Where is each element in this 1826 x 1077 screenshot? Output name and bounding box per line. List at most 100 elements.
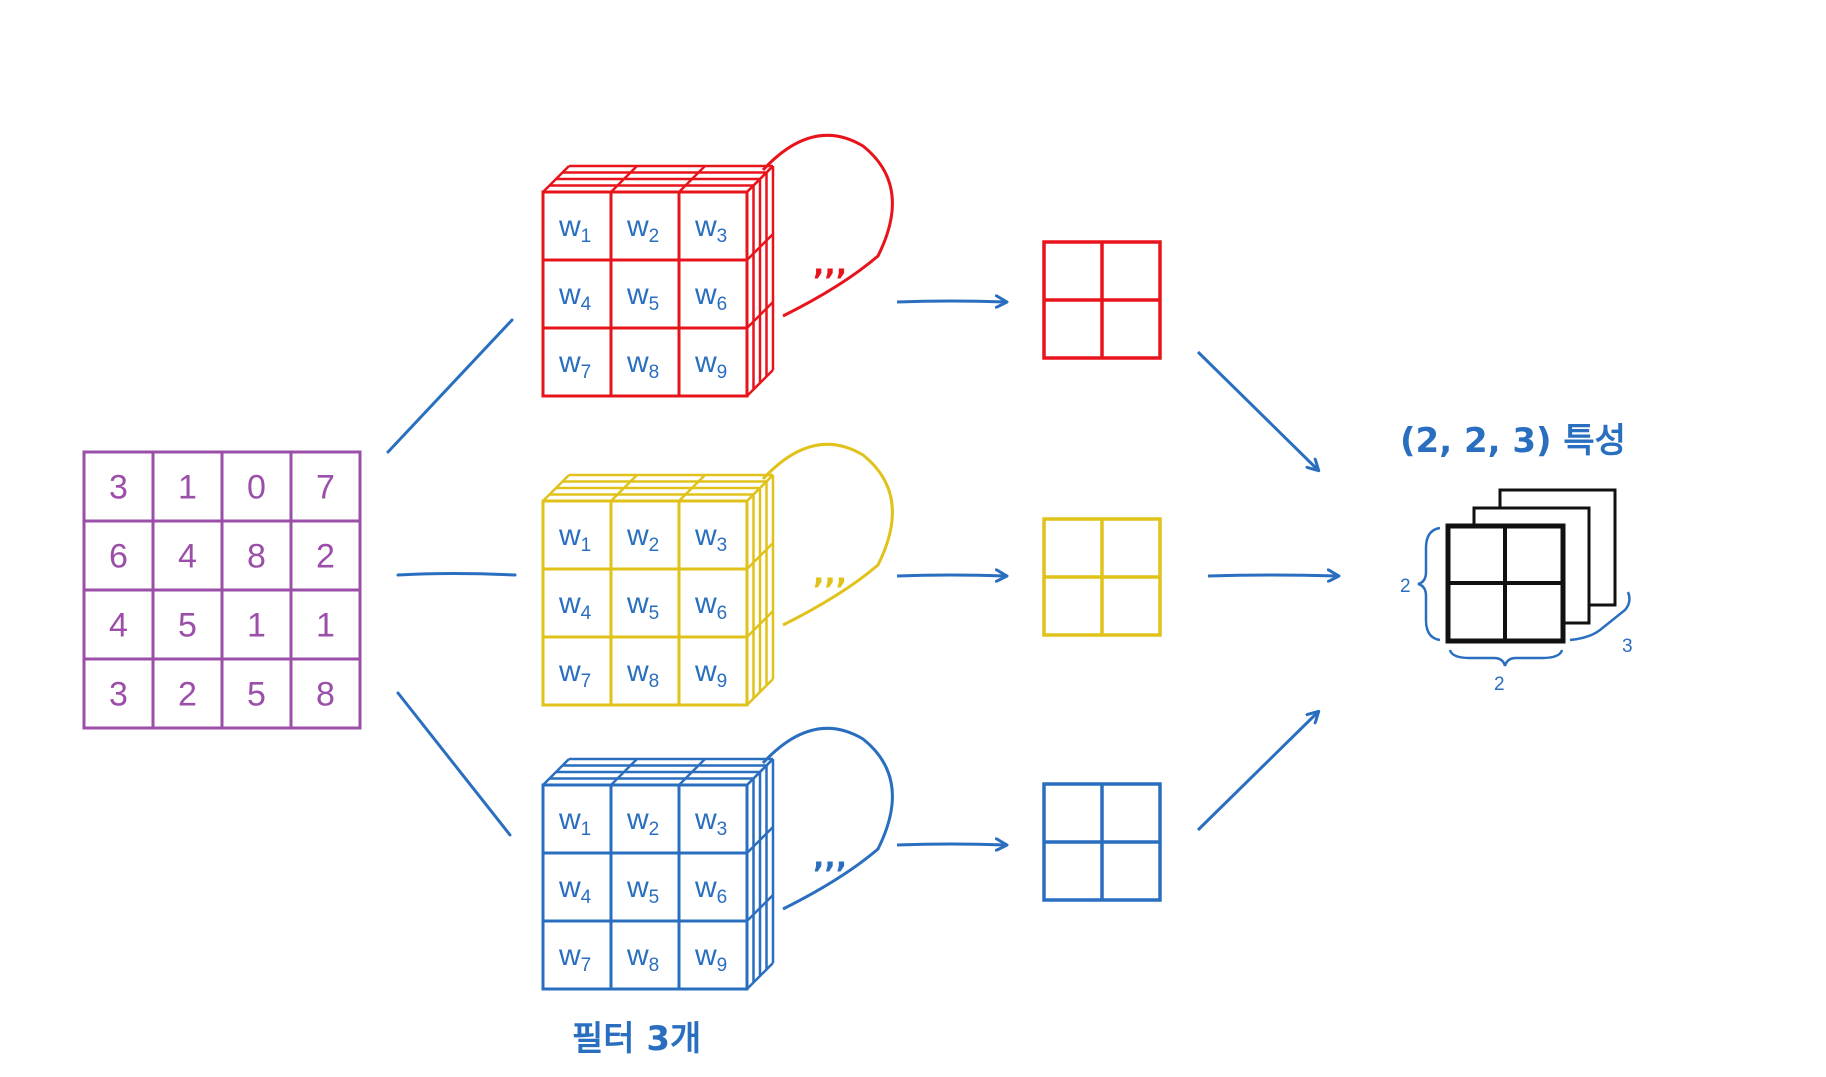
filter-channel-loop — [761, 133, 894, 318]
filters-caption: 필터 3개 — [572, 1019, 701, 1059]
filter-side-edge — [746, 678, 774, 706]
filter-top-edge — [542, 758, 570, 786]
filter-top-edge — [542, 474, 570, 502]
output-caption: (2, 2, 3) 특성 — [1400, 421, 1626, 461]
filter-weight: w4 — [558, 278, 592, 315]
filter-weight: w8 — [626, 346, 659, 383]
arrow-red-output — [896, 301, 1006, 302]
filter-weight: w1 — [558, 210, 591, 247]
width-brace — [1448, 649, 1564, 667]
input-cell: 3 — [109, 469, 128, 507]
filter-side-edge — [746, 542, 774, 570]
width-label: 2 — [1494, 674, 1505, 695]
filter-side-edge — [746, 474, 774, 502]
filter-weight: w4 — [558, 871, 592, 908]
input-matrix: 3 1 0 7 6 4 8 2 4 5 1 1 3 2 5 8 — [82, 450, 362, 730]
arrow-blue-to-feature — [1196, 712, 1318, 832]
input-cell: 4 — [178, 538, 197, 576]
depth-label: 3 — [1622, 636, 1633, 657]
input-cell: 3 — [109, 676, 128, 714]
filter-side-edge — [746, 894, 774, 922]
input-cell: 5 — [178, 607, 197, 645]
input-cell: 7 — [316, 469, 335, 507]
input-cell: 5 — [247, 676, 266, 714]
filter-weight: w2 — [626, 803, 659, 840]
filter-side-edge — [746, 233, 774, 261]
height-label: 2 — [1400, 576, 1411, 597]
filter-weight: w3 — [694, 803, 727, 840]
filter-weight: w1 — [558, 803, 591, 840]
filter-cube-blue: w1 w2 w3 w4 w5 w6 w7 w8 w9,,, — [541, 726, 894, 991]
filter-weight: w7 — [558, 939, 591, 976]
filter-side-edge — [746, 610, 774, 638]
filter-weight: w3 — [694, 519, 727, 556]
input-cell: 6 — [109, 538, 128, 576]
filter-weight: w9 — [694, 346, 727, 383]
output-to-feature-arrows — [1196, 350, 1338, 832]
filter-cube-red: w1 w2 w3 w4 w5 w6 w7 w8 w9,,, — [541, 133, 894, 398]
filter-to-output-arrows — [896, 301, 1006, 845]
filter-ellipsis: ,,, — [813, 556, 847, 591]
filter-weight: w6 — [694, 871, 727, 908]
arrow-blue-output — [896, 844, 1006, 845]
input-cell: 2 — [178, 676, 197, 714]
filter-weight: w5 — [626, 587, 659, 624]
filter-weight: w3 — [694, 210, 727, 247]
filter-weight: w5 — [626, 278, 659, 315]
filter-channel-loop — [761, 726, 894, 911]
input-cell: 2 — [316, 538, 335, 576]
filter-cube-yellow: w1 w2 w3 w4 w5 w6 w7 w8 w9,,, — [541, 442, 894, 707]
filter-top-edge — [610, 474, 638, 502]
feature-stack: 2 2 3 — [1400, 488, 1633, 695]
filter-front-face — [541, 499, 749, 707]
filter-weight: w7 — [558, 655, 591, 692]
filter-weight: w8 — [626, 655, 659, 692]
filter-side-edge — [746, 962, 774, 990]
filter-weight: w8 — [626, 939, 659, 976]
filter-top-edge — [610, 758, 638, 786]
input-cell: 0 — [247, 469, 266, 507]
filter-weight: w7 — [558, 346, 591, 383]
output-maps — [1042, 240, 1162, 902]
input-cell: 4 — [109, 607, 128, 645]
filter-channel-loop — [761, 442, 894, 627]
input-cell: 1 — [247, 607, 266, 645]
filter-ellipsis: ,,, — [813, 840, 847, 875]
input-cell: 8 — [247, 538, 266, 576]
connector-to-blue-filter — [396, 691, 512, 837]
filter-weight: w6 — [694, 278, 727, 315]
filter-side-edge — [746, 165, 774, 193]
input-cell: 8 — [316, 676, 335, 714]
arrow-red-to-feature — [1196, 350, 1318, 470]
connector-to-yellow-filter — [396, 572, 517, 577]
filter-front-face — [541, 190, 749, 398]
filter-top-edge — [610, 165, 638, 193]
input-to-filter-connectors — [386, 318, 517, 837]
filter-side-edge — [746, 369, 774, 397]
filter-top-edge — [678, 474, 706, 502]
filter-ellipsis: ,,, — [813, 247, 847, 282]
input-cell: 1 — [316, 607, 335, 645]
filter-weight: w6 — [694, 587, 727, 624]
filter-weight: w5 — [626, 871, 659, 908]
connector-to-red-filter — [386, 318, 514, 454]
filter-weight: w2 — [626, 519, 659, 556]
arrow-yellow-to-feature — [1207, 575, 1338, 576]
filter-top-edge — [678, 758, 706, 786]
input-cell: 1 — [178, 469, 197, 507]
filter-top-edge — [678, 165, 706, 193]
filter-weight: w4 — [558, 587, 592, 624]
filter-weight: w2 — [626, 210, 659, 247]
depth-brace — [1569, 591, 1631, 642]
filter-front-face — [541, 783, 749, 991]
arrow-yellow-output — [896, 575, 1006, 576]
filter-top-edge — [542, 165, 570, 193]
filter-weight: w1 — [558, 519, 591, 556]
filter-weight: w9 — [694, 939, 727, 976]
filter-weight: w9 — [694, 655, 727, 692]
filter-side-edge — [746, 758, 774, 786]
filter-side-edge — [746, 826, 774, 854]
height-brace — [1417, 526, 1441, 642]
filter-side-edge — [746, 301, 774, 329]
